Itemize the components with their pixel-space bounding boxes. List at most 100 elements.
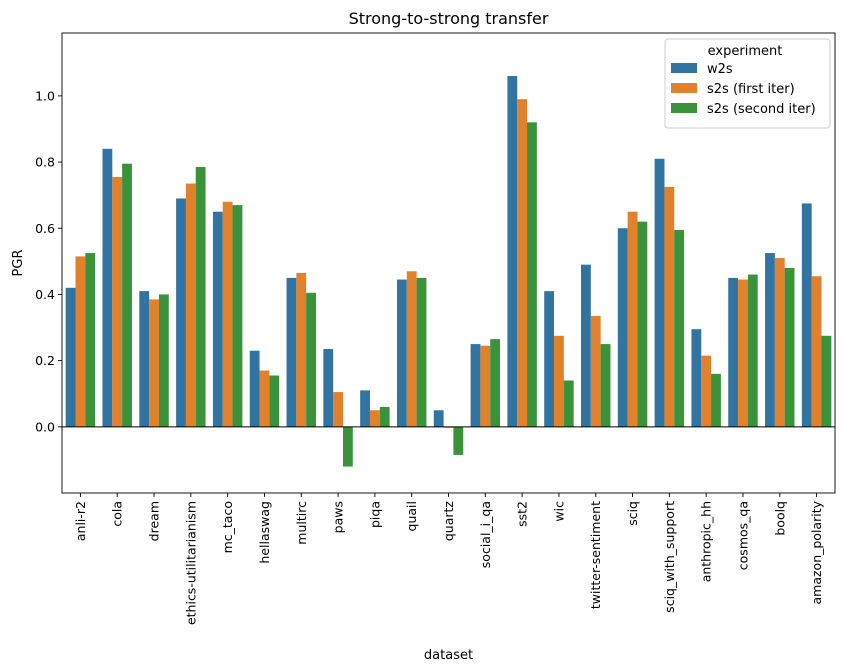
bar-s2s-first-iter-paws	[333, 392, 343, 427]
y-axis-label: PGR	[11, 250, 26, 277]
legend-swatch	[671, 63, 697, 73]
bar-s2s-second-iter-social-i-qa	[490, 339, 501, 427]
x-tick-label: sst2	[515, 501, 530, 527]
bar-w2s-ethics-utilitarianism	[176, 198, 186, 427]
bar-s2s-first-iter-social-i-qa	[480, 345, 491, 427]
bar-s2s-second-iter-quail	[416, 277, 427, 427]
bar-s2s-second-iter-piqa	[379, 406, 390, 427]
bar-s2s-second-iter-mc-taco	[232, 205, 243, 427]
bar-s2s-first-iter-quail	[406, 271, 417, 427]
bar-w2s-social-i-qa	[470, 344, 481, 427]
bar-s2s-second-iter-dream	[158, 294, 169, 427]
x-tick-label: twitter-sentiment	[588, 501, 603, 609]
bar-w2s-quail	[396, 279, 407, 427]
y-tick-label: 0.8	[35, 155, 55, 170]
y-tick-label: 1.0	[35, 88, 55, 103]
bar-s2s-second-iter-quartz	[453, 426, 464, 455]
bar-s2s-first-iter-anli-r2	[75, 256, 86, 427]
bar-w2s-mc-taco	[212, 211, 223, 427]
bar-w2s-sciq-with-support	[654, 158, 665, 427]
bar-w2s-twitter-sentiment	[581, 264, 591, 427]
bar-s2s-first-iter-mc-taco	[222, 201, 233, 427]
bar-s2s-first-iter-multirc	[296, 272, 307, 427]
x-tick-label: multirc	[294, 501, 309, 545]
legend-swatch	[671, 83, 697, 93]
bar-s2s-second-iter-anli-r2	[85, 253, 96, 427]
plot-frame	[61, 32, 836, 494]
legend-label: w2s	[707, 62, 733, 77]
y-tick-label: 0.4	[35, 287, 55, 302]
legend-label: s2s (first iter)	[707, 82, 795, 97]
bar-s2s-second-iter-boolq	[784, 267, 795, 427]
bar-w2s-wic	[544, 291, 555, 427]
bar-s2s-second-iter-sst2	[527, 122, 537, 427]
x-tick-label: paws	[331, 501, 346, 533]
legend-label: s2s (second iter)	[707, 102, 816, 117]
y-tick-label: 0.2	[35, 353, 55, 368]
bar-s2s-first-iter-twitter-sentiment	[590, 315, 601, 427]
bar-s2s-first-iter-hellaswag	[259, 370, 270, 427]
bar-s2s-first-iter-sst2	[517, 99, 528, 427]
bar-s2s-second-iter-hellaswag	[269, 375, 280, 427]
x-axis-label: dataset	[424, 648, 473, 663]
bar-s2s-first-iter-piqa	[369, 410, 380, 427]
x-tick-label: quartz	[441, 501, 456, 542]
bar-s2s-first-iter-amazon-polarity	[811, 276, 822, 427]
bar-w2s-multirc	[286, 277, 297, 427]
bar-w2s-sst2	[507, 76, 518, 427]
bar-s2s-first-iter-boolq	[774, 258, 785, 427]
y-tick-label: 0.0	[35, 419, 55, 434]
bar-s2s-second-iter-sciq	[637, 221, 648, 427]
bar-w2s-boolq	[765, 253, 775, 427]
bar-w2s-anli-r2	[65, 287, 76, 427]
x-tick-label: sciq	[625, 501, 640, 526]
x-tick-label: wic	[551, 501, 566, 522]
bar-w2s-piqa	[360, 390, 370, 427]
bar-s2s-second-iter-cosmos-qa	[747, 274, 758, 427]
x-tick-label: amazon_polarity	[809, 500, 824, 604]
bar-w2s-amazon-polarity	[801, 203, 812, 427]
legend-swatch	[671, 103, 697, 113]
x-tick-label: boolq	[772, 501, 787, 536]
bar-w2s-cosmos-qa	[728, 277, 739, 427]
bar-s2s-second-iter-amazon-polarity	[821, 335, 832, 427]
x-tick-label: cosmos_qa	[735, 501, 750, 570]
bar-s2s-second-iter-twitter-sentiment	[600, 344, 611, 427]
x-tick-label: hellaswag	[257, 501, 272, 564]
x-tick-label: quail	[404, 501, 419, 531]
bar-s2s-first-iter-ethics-utilitarianism	[185, 183, 196, 427]
x-tick-label: anli-r2	[73, 501, 88, 541]
bar-s2s-first-iter-dream	[149, 299, 159, 427]
bar-w2s-dream	[139, 291, 150, 427]
bar-w2s-hellaswag	[249, 350, 260, 427]
x-tick-label: ethics-utilitarianism	[183, 501, 198, 625]
bar-w2s-anthropic-hh	[691, 329, 702, 427]
x-tick-label: cola	[110, 501, 125, 527]
bar-s2s-first-iter-cola	[112, 176, 123, 427]
legend-frame	[664, 38, 831, 129]
legend-title: experiment	[708, 44, 783, 59]
bar-w2s-quartz	[433, 410, 444, 427]
bar-s2s-second-iter-wic	[563, 380, 574, 427]
bar-s2s-second-iter-sciq-with-support	[674, 229, 685, 427]
bar-w2s-sciq	[617, 228, 628, 427]
bar-s2s-second-iter-multirc	[306, 292, 316, 427]
bar-s2s-second-iter-paws	[342, 426, 353, 467]
chart-title: Strong-to-strong transfer	[349, 9, 549, 28]
bar-s2s-first-iter-wic	[554, 335, 564, 427]
bar-s2s-second-iter-ethics-utilitarianism	[195, 167, 206, 427]
bar-s2s-first-iter-sciq	[627, 211, 638, 427]
y-tick-label: 0.6	[35, 221, 55, 236]
x-tick-label: sciq_with_support	[662, 501, 677, 613]
bar-w2s-paws	[323, 349, 334, 427]
bar-w2s-cola	[102, 148, 113, 427]
bar-s2s-second-iter-anthropic-hh	[711, 373, 721, 427]
x-tick-label: dream	[147, 501, 162, 541]
bar-s2s-first-iter-cosmos-qa	[738, 279, 748, 427]
bar-s2s-first-iter-anthropic-hh	[701, 355, 712, 427]
x-tick-label: mc_taco	[220, 501, 235, 553]
bar-s2s-second-iter-cola	[122, 163, 132, 427]
x-tick-label: social_i_qa	[478, 501, 493, 568]
x-tick-label: anthropic_hh	[699, 501, 714, 582]
